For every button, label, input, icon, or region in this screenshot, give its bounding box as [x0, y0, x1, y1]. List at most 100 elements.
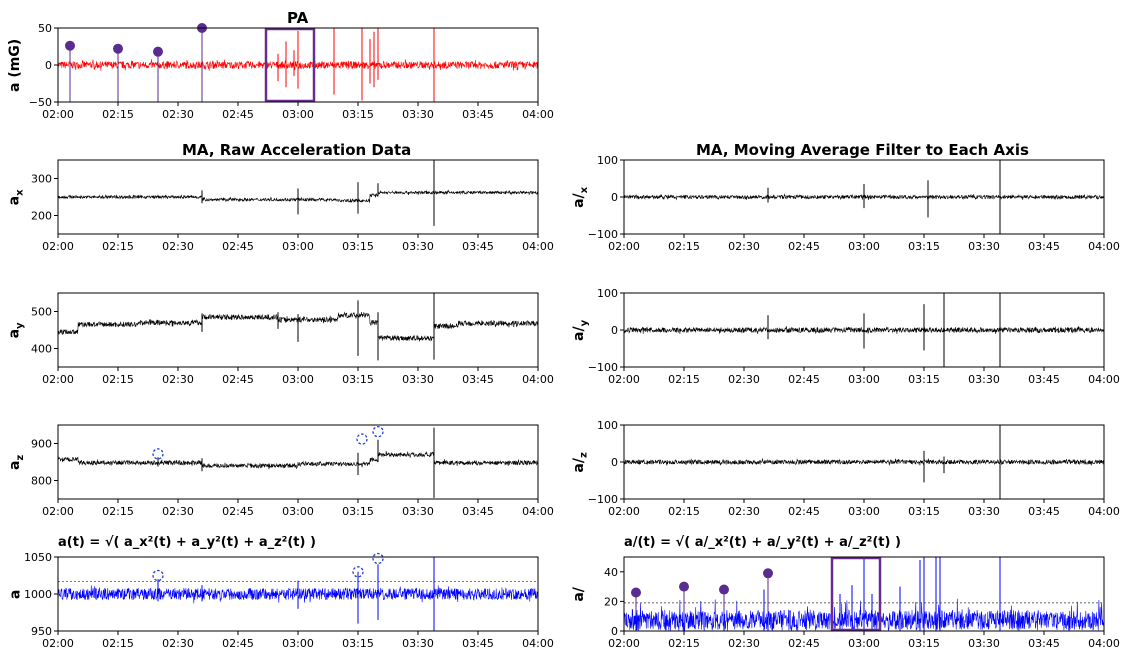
title-ma-raw: MA, Raw Acceleration Data: [182, 141, 412, 159]
x-tick-label: 02:45: [788, 240, 820, 253]
x-tick-label: 03:00: [848, 240, 880, 253]
x-tick-label: 04:00: [1088, 373, 1120, 386]
y-label-text: a: [6, 460, 23, 470]
x-tick-label: 03:30: [402, 373, 434, 386]
y-label-text: a: [6, 195, 23, 205]
y-tick-label: 500: [31, 306, 52, 319]
marker-point: [763, 568, 773, 579]
y-tick-label: −50: [29, 96, 52, 109]
y-tick-label: 40: [604, 566, 618, 579]
panel-my: 02:00 02:15 02:30 02:45 03:00 03:15 03:30 03:45…: [588, 287, 1120, 386]
title-pa: PA: [287, 9, 309, 27]
panel-pa: 02:00 02:15 02:30 02:45 03:00 03:15 03:30 03:45…: [29, 22, 554, 121]
event-circle: [356, 433, 368, 445]
x-tick-label: 04:00: [1088, 505, 1120, 518]
x-tick-label: 02:00: [608, 637, 640, 650]
x-tick-label: 04:00: [522, 240, 554, 253]
panel-az: 02:00 02:15 02:30 02:45 03:00 03:15 03:30 03:45…: [31, 424, 554, 518]
x-tick-label: 03:15: [908, 637, 940, 650]
x-tick-label: 03:00: [848, 637, 880, 650]
y-tick-label: −100: [588, 493, 618, 506]
x-tick-label: 04:00: [1088, 637, 1120, 650]
x-tick-label: 03:45: [462, 108, 494, 121]
x-tick-label: 03:00: [282, 505, 314, 518]
y-tick-label: 0: [611, 324, 618, 337]
panel-mx: 02:00 02:15 02:30 02:45 03:00 03:15 03:30 03:45…: [588, 154, 1120, 253]
y-tick-label: 1050: [24, 551, 52, 564]
x-tick-label: 02:30: [162, 505, 194, 518]
y-tick-label: 100: [597, 154, 618, 167]
x-tick-label: 03:45: [462, 505, 494, 518]
x-tick-label: 02:15: [668, 637, 700, 650]
x-tick-label: 03:45: [462, 637, 494, 650]
x-tick-label: 04:00: [522, 637, 554, 650]
x-tick-label: 02:00: [608, 505, 640, 518]
y-label-sub: y: [14, 321, 26, 329]
y-tick-label: −100: [588, 361, 618, 374]
title-ma-filter: MA, Moving Average Filter to Each Axis: [696, 141, 1029, 159]
panel-m: 02:00 02:15 02:30 02:45 03:00 03:15 03:30 03:45…: [604, 556, 1120, 650]
y-tick-label: 950: [31, 625, 52, 638]
x-tick-label: 03:15: [908, 373, 940, 386]
y-label-text: a/: [570, 192, 587, 208]
x-tick-label: 02:45: [222, 240, 254, 253]
marker-point: [113, 43, 123, 54]
x-tick-label: 02:00: [42, 373, 74, 386]
event-circle: [152, 448, 164, 460]
y-axis-label: a: [7, 589, 26, 598]
y-label-text: a/: [570, 325, 587, 341]
y-axis-label: a/x: [571, 186, 590, 207]
marker-point: [631, 587, 641, 598]
x-tick-label: 02:30: [162, 637, 194, 650]
y-tick-label: 800: [31, 475, 52, 488]
y-tick-label: 20: [604, 595, 618, 608]
y-tick-label: 0: [45, 59, 52, 72]
x-tick-label: 02:00: [42, 637, 74, 650]
y-label-sub: z: [578, 451, 590, 458]
marker-point: [153, 46, 163, 57]
y-tick-label: 0: [611, 456, 618, 469]
x-tick-label: 03:15: [908, 240, 940, 253]
x-tick-label: 02:30: [162, 373, 194, 386]
highlight-box: [830, 556, 882, 632]
x-tick-label: 02:30: [728, 637, 760, 650]
y-tick-label: −100: [588, 228, 618, 241]
y-tick-label: 0: [611, 625, 618, 638]
x-tick-label: 03:30: [968, 373, 1000, 386]
y-axis-label: az: [7, 454, 26, 469]
y-label-sub: x: [14, 188, 26, 196]
x-tick-label: 02:30: [162, 240, 194, 253]
y-tick-label: 300: [31, 173, 52, 186]
x-tick-label: 03:00: [848, 505, 880, 518]
y-axis-label: a/: [570, 587, 589, 602]
x-tick-label: 03:30: [402, 637, 434, 650]
x-tick-label: 04:00: [522, 108, 554, 121]
y-tick-label: 200: [31, 210, 52, 223]
y-label-text: a/: [570, 586, 587, 602]
x-tick-label: 02:15: [102, 637, 134, 650]
y-axis-label: ax: [7, 189, 26, 205]
x-tick-label: 03:30: [402, 108, 434, 121]
x-tick-label: 03:00: [282, 637, 314, 650]
x-tick-label: 04:00: [522, 505, 554, 518]
x-tick-label: 02:30: [728, 505, 760, 518]
x-tick-label: 02:45: [222, 505, 254, 518]
y-label-text: a (mG): [6, 38, 23, 92]
x-tick-label: 03:30: [402, 240, 434, 253]
x-tick-label: 02:45: [788, 373, 820, 386]
marker-point: [65, 40, 75, 51]
y-tick-label: 900: [31, 438, 52, 451]
x-tick-label: 03:30: [968, 637, 1000, 650]
y-tick-label: 1000: [24, 588, 52, 601]
x-tick-label: 02:45: [222, 373, 254, 386]
x-tick-label: 03:00: [282, 373, 314, 386]
panel-a: 02:00 02:15 02:30 02:45 03:00 03:15 03:30 03:45…: [24, 551, 554, 650]
x-tick-label: 02:15: [668, 373, 700, 386]
formula-a: a(t) = √( a_x²(t) + a_y²(t) + a_z²(t) ): [58, 535, 316, 550]
y-axis-label: ay: [7, 322, 26, 338]
y-axis-label: a/y: [571, 319, 590, 340]
y-label-text: a: [6, 328, 23, 338]
x-tick-label: 03:15: [342, 637, 374, 650]
x-tick-label: 02:15: [102, 240, 134, 253]
